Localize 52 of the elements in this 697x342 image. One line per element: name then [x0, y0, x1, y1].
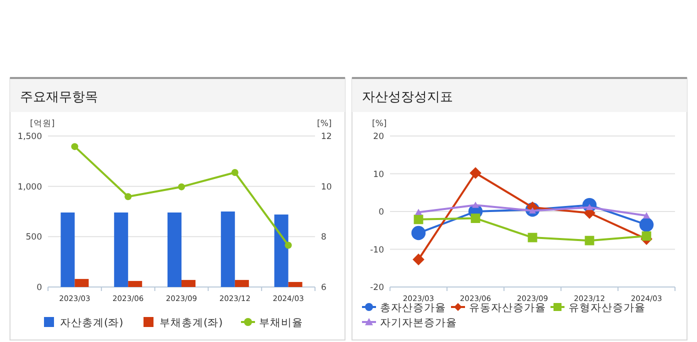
point — [472, 202, 479, 208]
y-tick-label: 0 — [36, 283, 42, 293]
point — [284, 242, 292, 249]
y-tick-label: -20 — [370, 283, 384, 293]
point — [584, 236, 594, 246]
y-tick-label: 20 — [373, 132, 384, 142]
y-tick-label: 10 — [373, 170, 384, 180]
y-tick-label: 1,500 — [18, 132, 42, 142]
point — [411, 226, 426, 240]
bar — [288, 282, 302, 287]
y-tick-label: 1,000 — [18, 182, 42, 192]
point — [231, 168, 238, 176]
point — [412, 254, 424, 266]
y-tick-label: 500 — [26, 232, 42, 243]
bar — [168, 212, 182, 287]
y2-axis-title: [%] — [317, 119, 332, 129]
y2-tick-label: 12 — [321, 132, 332, 142]
chart-title: 자산성장성지표 — [362, 90, 453, 105]
bar — [128, 280, 142, 287]
y-tick-label: 0 — [378, 208, 384, 218]
y2-tick-label: 6 — [321, 283, 326, 293]
bar — [60, 212, 75, 287]
y-axis-title: [%] — [372, 119, 387, 129]
point — [470, 167, 482, 179]
y2-tick-label: 10 — [321, 182, 332, 192]
bar — [114, 212, 128, 287]
y2-tick-label: 8 — [321, 232, 326, 243]
point — [71, 143, 78, 150]
point — [124, 193, 132, 200]
point — [643, 212, 650, 218]
y-axis-title: [억원] — [30, 119, 55, 129]
y-tick-label: -10 — [370, 245, 384, 256]
point — [639, 218, 654, 232]
point — [414, 214, 424, 224]
bar — [234, 280, 249, 287]
point — [528, 232, 538, 242]
chart-title: 주요재무항목 — [20, 90, 98, 105]
legend-label: 자기자본증가율 — [380, 317, 457, 329]
bar — [182, 280, 196, 287]
legend-label: 부채총계(좌) — [160, 317, 223, 329]
point — [470, 214, 480, 223]
legend-label: 유동자산증가율 — [469, 302, 546, 314]
bar — [274, 214, 288, 287]
legend-label: 총자산증가율 — [380, 302, 446, 314]
legend-label: 자산총계(좌) — [60, 317, 124, 329]
bar — [74, 278, 89, 287]
bar — [220, 212, 235, 287]
legend-label: 유형자산증가율 — [568, 302, 646, 314]
point — [178, 183, 185, 190]
point — [642, 231, 652, 241]
point — [415, 208, 422, 216]
legend-label: 부채비율 — [259, 317, 303, 329]
